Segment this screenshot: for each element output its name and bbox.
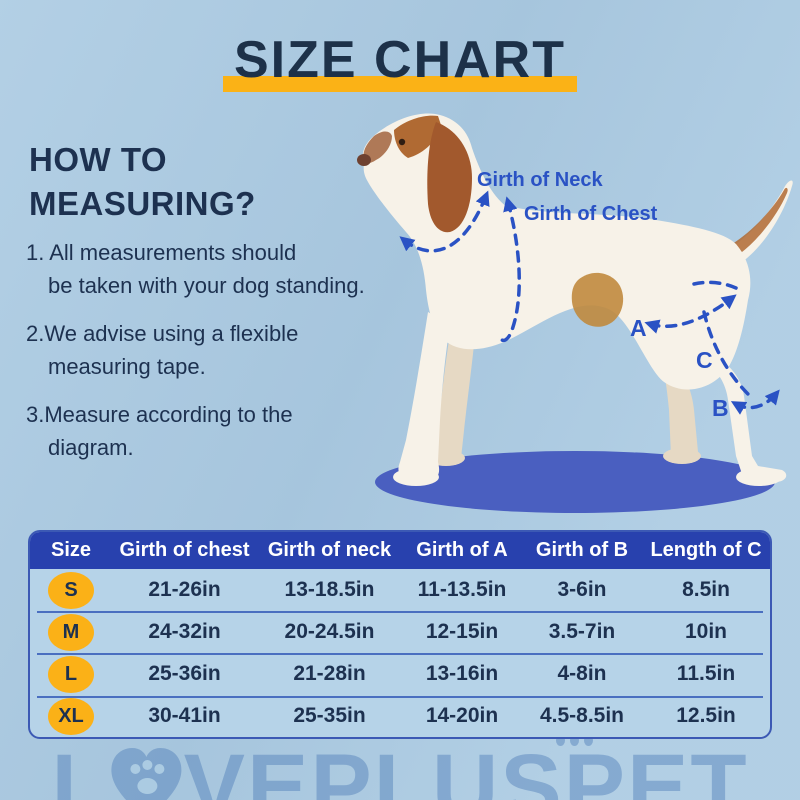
measuring-steps: 1. All measurements should be taken with… (26, 236, 386, 479)
row-divider (37, 653, 763, 655)
dog-measurement-diagram: Girth of Neck Girth of Chest A C B (357, 113, 793, 513)
size-table-header: Size Girth of chest Girth of neck Girth … (30, 532, 770, 569)
howto-heading-line1: HOW TO (29, 141, 168, 178)
neck-girth-line (399, 190, 490, 253)
heart-paw-icon (111, 748, 182, 800)
chest-girth-line (498, 196, 521, 343)
header-c: Length of C (650, 539, 762, 561)
header-neck: Girth of neck (267, 539, 392, 561)
size-badge-m: M (48, 613, 94, 651)
table-row-s: S 21-26in 13-18.5in 11-13.5in 3-6in 8.5i… (30, 569, 770, 611)
howto-heading: HOW TO MEASURING? (29, 138, 256, 226)
ground-shadow-ellipse (375, 451, 775, 513)
dog-body (362, 113, 751, 390)
measurement-lines (399, 190, 780, 415)
size-badge-s: S (48, 571, 94, 609)
title-underline-bar (223, 76, 577, 92)
row-divider (37, 696, 763, 698)
leg-length-line-c (702, 310, 750, 396)
dog-eye (398, 138, 406, 146)
howto-heading-line2: MEASURING? (29, 184, 256, 222)
brand-watermark: L VEPLUSPET (51, 741, 748, 800)
ankle-girth-line-b (730, 389, 780, 415)
row-divider (37, 611, 763, 613)
label-a: A (630, 315, 647, 341)
page-title: SIZE CHART (0, 31, 800, 92)
table-row-m: M 24-32in 20-24.5in 12-15in 3.5-7in 10in (30, 611, 770, 653)
step-1: 1. All measurements should be taken with… (26, 240, 365, 298)
label-b: B (712, 395, 729, 421)
dog-nose (357, 154, 371, 166)
size-badge-l: L (48, 655, 94, 693)
paw-toes-decoration (556, 733, 598, 751)
table-row-l: L 25-36in 21-28in 13-16in 4-8in 11.5in (30, 653, 770, 695)
dog-tail (726, 180, 793, 264)
step-2: 2.We advise using a flexible measuring t… (26, 321, 299, 379)
size-table: Size Girth of chest Girth of neck Girth … (28, 530, 772, 739)
dog-near-legs (393, 312, 787, 486)
chest-girth-label: Girth of Chest (524, 203, 658, 225)
header-size: Size (50, 539, 92, 561)
neck-girth-label: Girth of Neck (477, 169, 603, 191)
step-3: 3.Measure according to the diagram. (26, 402, 293, 460)
size-badge-xl: XL (48, 697, 94, 735)
table-row-xl: XL 30-41in 25-35in 14-20in 4.5-8.5in 12.… (30, 695, 770, 737)
header-chest: Girth of chest (119, 539, 250, 561)
header-b: Girth of B (535, 539, 629, 561)
label-c: C (696, 347, 713, 373)
header-a: Girth of A (416, 539, 508, 561)
thigh-girth-line-a (644, 294, 737, 334)
page-title-text: SIZE CHART (234, 31, 566, 89)
thigh-girth-line-a-top (692, 280, 738, 290)
